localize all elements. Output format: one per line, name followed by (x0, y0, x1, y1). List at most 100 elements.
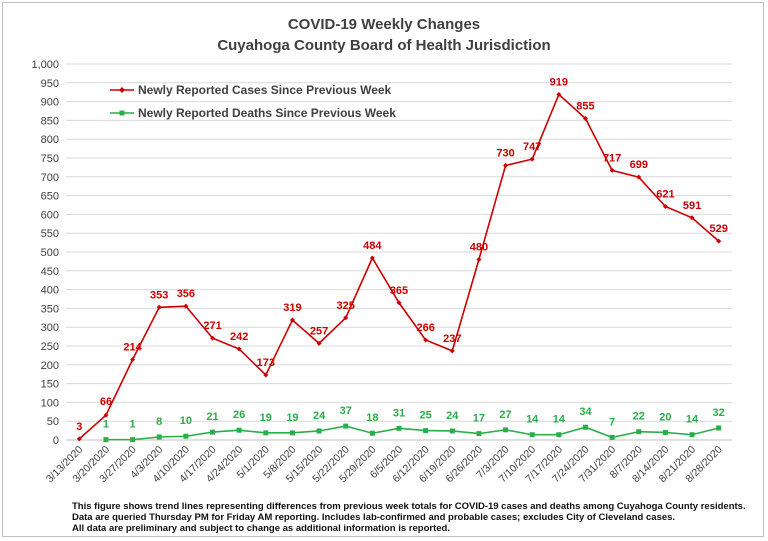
cases-point (103, 412, 109, 418)
cases-point (289, 317, 295, 323)
series-lines (76, 91, 722, 443)
cases-data-label: 237 (443, 333, 461, 345)
deaths-point (343, 423, 349, 429)
deaths-data-label: 7 (609, 416, 615, 428)
y-tick-label: 500 (41, 247, 59, 259)
deaths-point (183, 433, 189, 439)
y-tick-label: 100 (41, 397, 59, 409)
deaths-data-label: 18 (366, 412, 378, 424)
y-tick-label: 200 (41, 360, 59, 372)
cases-point (396, 300, 402, 306)
y-tick-label: 450 (41, 266, 59, 278)
cases-data-label: 480 (470, 242, 488, 254)
cases-point (183, 303, 189, 309)
deaths-point (396, 425, 402, 431)
deaths-point (449, 428, 455, 434)
cases-data-label: 173 (257, 357, 275, 369)
y-tick-label: 400 (41, 285, 59, 297)
deaths-point (289, 430, 295, 436)
cases-point (263, 372, 269, 378)
deaths-point (263, 430, 269, 436)
cases-point (476, 257, 482, 263)
y-tick-label: 150 (41, 379, 59, 391)
legend-deaths-marker (119, 110, 125, 116)
deaths-point (210, 429, 216, 435)
deaths-point (236, 427, 242, 433)
cases-point (343, 315, 349, 321)
cases-data-label: 66 (100, 396, 112, 408)
cases-point (503, 163, 509, 169)
cases-point (582, 116, 588, 122)
cases-point (716, 238, 722, 244)
y-tick-label: 700 (41, 172, 59, 184)
deaths-data-label: 1 (103, 419, 109, 431)
cases-data-label: 484 (363, 240, 382, 252)
deaths-data-label: 22 (633, 411, 645, 423)
deaths-data-label: 24 (446, 410, 459, 422)
deaths-point (423, 428, 429, 434)
legend-deaths-label: Newly Reported Deaths Since Previous Wee… (138, 106, 396, 120)
cases-point (210, 335, 216, 341)
footnote-line-1: This figure shows trend lines representi… (72, 501, 746, 512)
deaths-data-label: 21 (206, 411, 218, 423)
y-tick-label: 950 (41, 78, 59, 90)
deaths-data-label: 14 (553, 414, 566, 426)
deaths-data-label: 34 (579, 406, 592, 418)
deaths-point (556, 432, 562, 438)
cases-data-label: 699 (630, 159, 648, 171)
deaths-point (582, 424, 588, 430)
y-tick-label: 550 (41, 228, 59, 240)
deaths-data-label: 8 (156, 416, 162, 428)
deaths-point (476, 431, 482, 437)
cases-data-label: 717 (603, 152, 621, 164)
deaths-point (689, 432, 695, 438)
cases-point (529, 156, 535, 162)
cases-data-label: 730 (496, 148, 514, 160)
y-tick-label: 750 (41, 153, 59, 165)
deaths-point (316, 428, 322, 434)
cases-point (369, 255, 375, 261)
y-tick-label: 0 (53, 435, 59, 447)
y-tick-label: 300 (41, 322, 59, 334)
deaths-point (636, 429, 642, 435)
y-tick-label: 900 (41, 97, 59, 109)
y-tick-label: 1,000 (31, 59, 59, 71)
cases-data-label: 855 (576, 101, 594, 113)
legend-cases-marker (119, 87, 125, 93)
cases-point (556, 91, 562, 97)
cases-point (76, 436, 82, 442)
cases-data-label: 747 (523, 141, 541, 153)
gridlines (66, 63, 732, 422)
y-tick-label: 850 (41, 115, 59, 127)
footnote-line-3: All data are preliminary and subject to … (72, 523, 450, 534)
deaths-data-label: 26 (233, 409, 245, 421)
legend-cases-label: Newly Reported Cases Since Previous Week (138, 83, 392, 97)
deaths-data-label: 19 (260, 412, 272, 424)
cases-point (423, 337, 429, 343)
deaths-data-label: 25 (420, 410, 432, 422)
deaths-data-label: 17 (473, 413, 485, 425)
cases-data-label: 621 (656, 189, 674, 201)
deaths-point (716, 425, 722, 431)
deaths-point (662, 429, 668, 435)
deaths-data-label: 20 (659, 411, 671, 423)
deaths-point (130, 437, 136, 443)
cases-point (609, 167, 615, 173)
y-axis-ticks: 0 50 100 150 200 250 300 350 400 450 500 550 600 650 7… (31, 59, 59, 447)
footnote-line-2: Data are queried Thursday PM for Friday … (72, 512, 676, 523)
cases-data-label: 271 (203, 320, 221, 332)
cases-data-label: 919 (550, 76, 568, 88)
cases-data-label: 257 (310, 325, 328, 337)
deaths-point (156, 434, 162, 440)
chart-subtitle: Cuyahoga County Board of Health Jurisdic… (217, 37, 551, 54)
cases-data-label: 356 (177, 288, 195, 300)
cases-series-line (78, 93, 720, 440)
cases-point (156, 304, 162, 310)
deaths-data-label: 27 (499, 409, 511, 421)
cases-point (316, 340, 322, 346)
cases-point (130, 357, 136, 363)
cases-data-label: 529 (710, 223, 728, 235)
deaths-data-label: 32 (713, 407, 725, 419)
cases-point (662, 204, 668, 210)
